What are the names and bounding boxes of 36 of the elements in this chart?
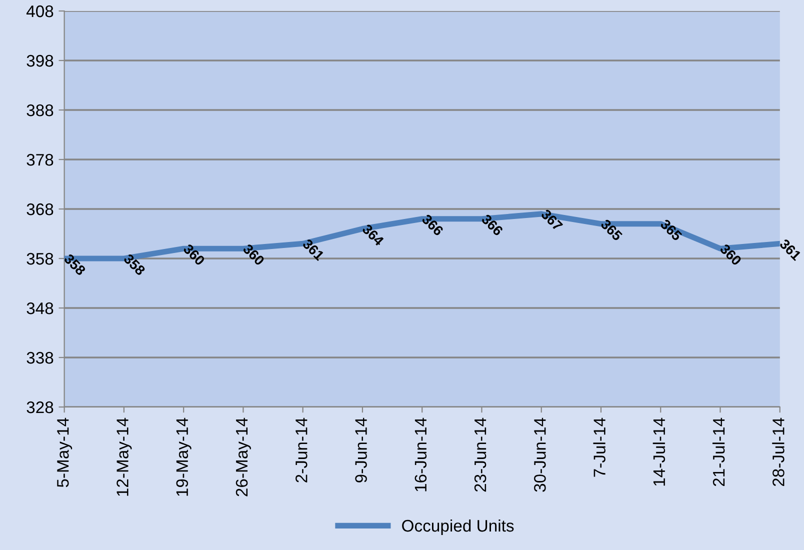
- x-tick-label: 2-Jun-14: [296, 418, 308, 482]
- data-label: 366: [480, 214, 504, 236]
- y-tick-label: 398: [26, 54, 54, 67]
- x-tick-label: 14-Jul-14: [652, 418, 666, 486]
- data-label: 365: [600, 218, 623, 242]
- y-tick-label: 368: [26, 203, 54, 216]
- legend-label: Occupied Units: [402, 519, 514, 535]
- x-tick-label: 28-Jul-14: [772, 418, 784, 486]
- x-tick-label: 7-Jul-14: [593, 418, 606, 477]
- x-tick-label: 5-May-14: [57, 418, 72, 488]
- x-tick-label: 9-Jun-14: [355, 418, 367, 482]
- data-label: 360: [719, 243, 742, 266]
- data-label: 358: [63, 253, 86, 276]
- y-tick-label: 408: [26, 5, 54, 18]
- y-tick-label: 338: [26, 352, 54, 364]
- y-tick-label: 358: [26, 252, 54, 265]
- y-tick-label: 378: [26, 154, 54, 166]
- data-label: 361: [778, 238, 802, 262]
- data-label: 366: [421, 214, 444, 236]
- x-tick-label: 30-Jun-14: [534, 418, 546, 492]
- data-label: 358: [123, 253, 146, 276]
- data-label: 367: [540, 208, 564, 232]
- x-tick-label: 12-May-14: [116, 418, 132, 496]
- data-label: 364: [362, 223, 385, 247]
- data-label: 360: [182, 243, 206, 266]
- y-tick-label: 328: [26, 401, 54, 414]
- x-tick-label: 16-Jun-14: [414, 418, 427, 492]
- x-tick-label: 23-Jun-14: [474, 418, 486, 492]
- y-tick-label: 388: [26, 104, 54, 116]
- x-tick-label: 19-May-14: [176, 418, 192, 496]
- data-label: 365: [660, 218, 683, 242]
- data-label: 360: [242, 243, 266, 266]
- data-label: 361: [302, 238, 325, 262]
- y-tick-label: 348: [26, 302, 54, 314]
- x-tick-label: 21-Jul-14: [712, 418, 725, 486]
- x-tick-label: 26-May-14: [236, 418, 251, 496]
